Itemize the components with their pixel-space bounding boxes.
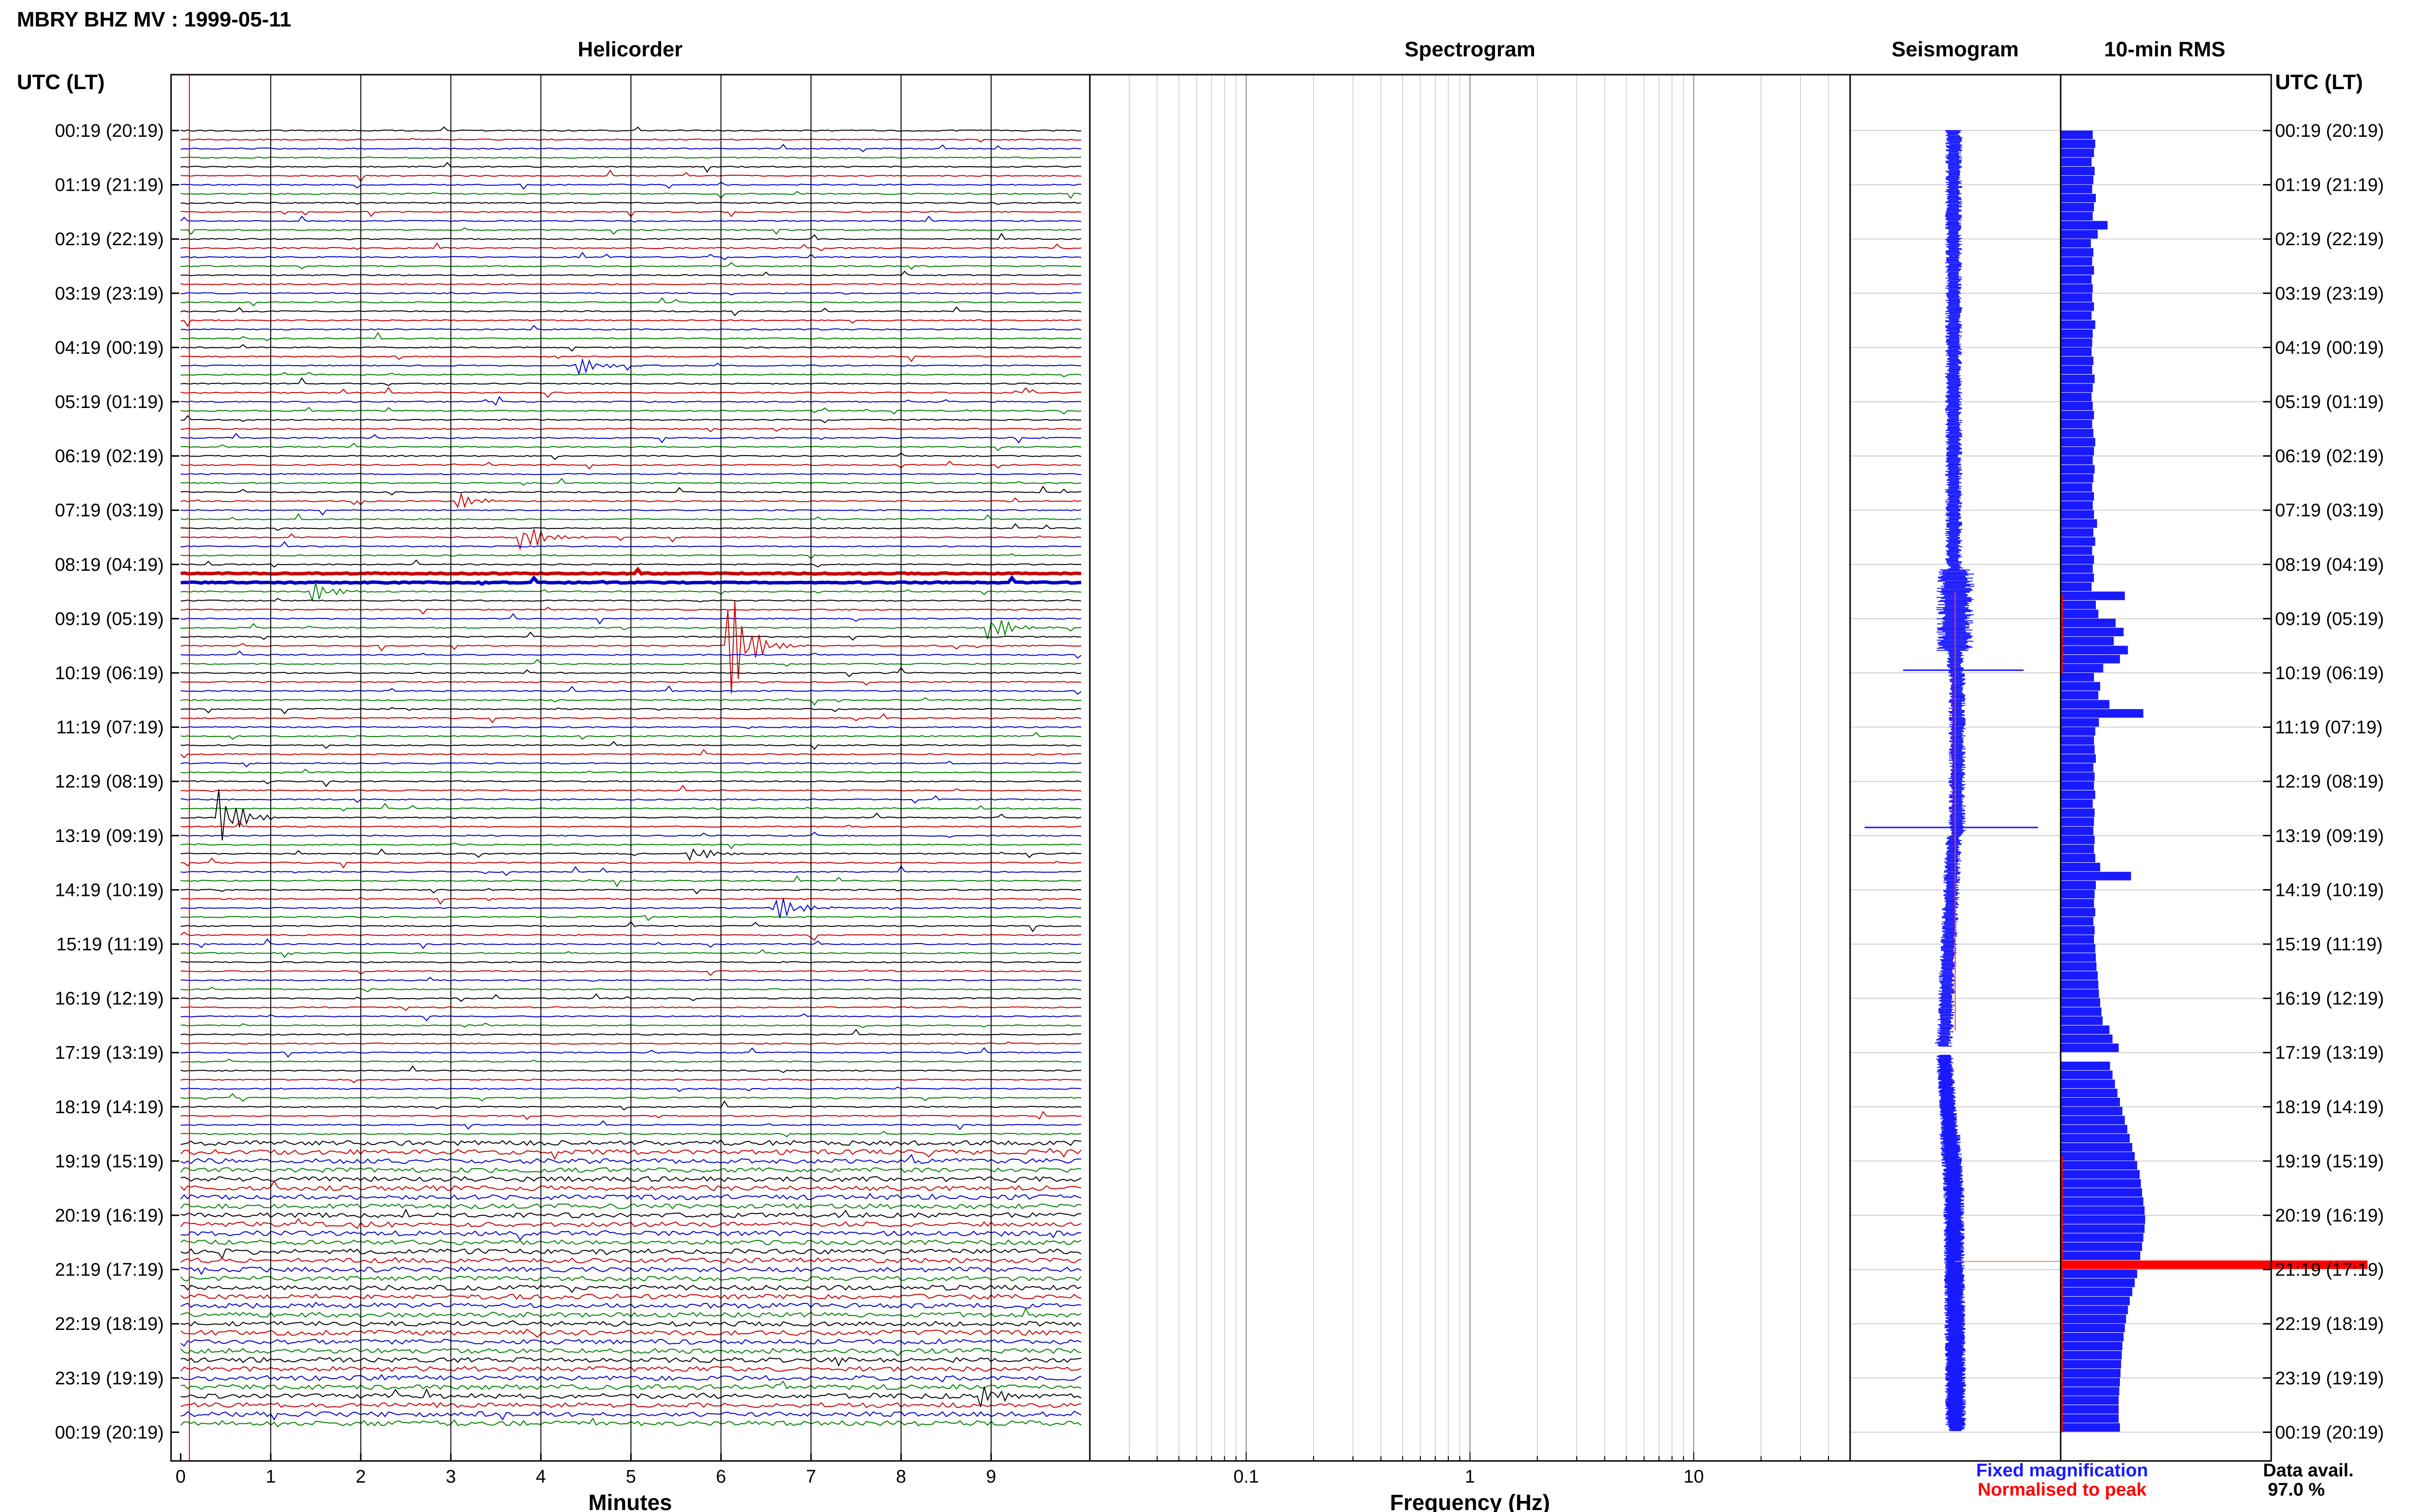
helicorder-x-tick-label: 0 (175, 1467, 185, 1487)
helicorder-panel: 0 1 2 3 4 5 6 7 8 9 Minutes (170, 74, 1091, 1512)
left-time-axis-label: UTC (LT) (17, 70, 105, 94)
figure-title: MBRY BHZ MV : 1999-05-11 (17, 8, 291, 31)
helicorder-x-tick-label: 5 (626, 1467, 636, 1487)
helicorder-x-tick-label: 4 (536, 1467, 546, 1487)
helicorder-x-tick-label: 3 (446, 1467, 456, 1487)
spectrogram-panel: 0.1 1 10 Frequency (Hz) (1089, 74, 1851, 1512)
helicorder-x-tick-label: 1 (265, 1467, 276, 1487)
helicorder-header: Helicorder (578, 38, 683, 61)
helicorder-x-tick-label: 6 (716, 1467, 726, 1487)
rms-header: 10-min RMS (2104, 38, 2225, 61)
helicorder-x-tick-label: 2 (356, 1467, 366, 1487)
spectrogram-header: Spectrogram (1404, 38, 1535, 61)
spectrogram-heatmap (1090, 132, 1816, 1437)
helicorder-x-tick-label: 9 (986, 1467, 996, 1487)
helicorder-x-tick-label: 8 (896, 1467, 906, 1487)
helicorder-x-tick-label: 7 (806, 1467, 816, 1487)
seismogram-header: Seismogram (1892, 38, 2019, 61)
helicorder-x-axis-label: Minutes (588, 1490, 672, 1512)
helicorder-x-ticks: 0 1 2 3 4 5 6 7 8 9 (175, 1453, 996, 1487)
right-time-axis-label: UTC (LT) (2275, 70, 2363, 94)
helicorder-minute-gridlines (189, 75, 992, 1461)
